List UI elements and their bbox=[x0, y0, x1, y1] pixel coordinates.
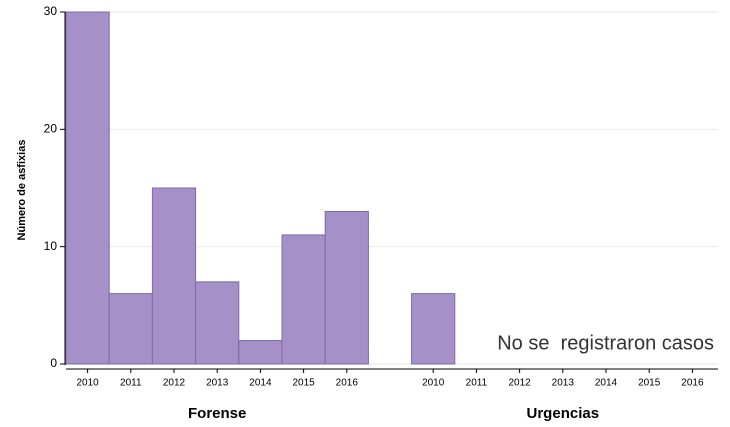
bar bbox=[238, 340, 283, 365]
bar bbox=[151, 187, 197, 365]
bar bbox=[411, 293, 456, 365]
x-tick-label: 2016 bbox=[681, 378, 704, 389]
x-tick-label: 2012 bbox=[508, 378, 531, 389]
x-tick-label: 2011 bbox=[120, 378, 142, 389]
y-tick-label: 20 bbox=[44, 122, 58, 136]
bar bbox=[108, 293, 153, 365]
x-tick-label: 2010 bbox=[76, 378, 99, 389]
x-tick-label: 2012 bbox=[163, 378, 186, 389]
bar bbox=[65, 11, 110, 365]
bar bbox=[324, 210, 369, 365]
y-tick-label: 0 bbox=[50, 356, 57, 370]
x-tick-label: 2010 bbox=[422, 378, 445, 389]
group-label: Forense bbox=[188, 405, 246, 422]
x-tick-label: 2015 bbox=[292, 378, 315, 389]
y-tick-label: 30 bbox=[44, 4, 58, 18]
bar bbox=[195, 281, 240, 365]
x-tick-label: 2013 bbox=[552, 378, 575, 389]
y-axis-title: Número de asfixias bbox=[16, 140, 28, 241]
bar bbox=[281, 234, 326, 365]
annotation: No se registraron casos bbox=[497, 332, 714, 354]
x-tick-label: 2013 bbox=[206, 378, 229, 389]
x-tick-label: 2015 bbox=[638, 378, 661, 389]
x-tick-label: 2011 bbox=[466, 378, 488, 389]
x-tick-label: 2014 bbox=[249, 378, 272, 389]
y-tick-label: 10 bbox=[44, 239, 58, 253]
x-tick-label: 2016 bbox=[336, 378, 359, 389]
group-label: Urgencias bbox=[527, 405, 600, 422]
x-tick-label: 2014 bbox=[595, 378, 618, 389]
